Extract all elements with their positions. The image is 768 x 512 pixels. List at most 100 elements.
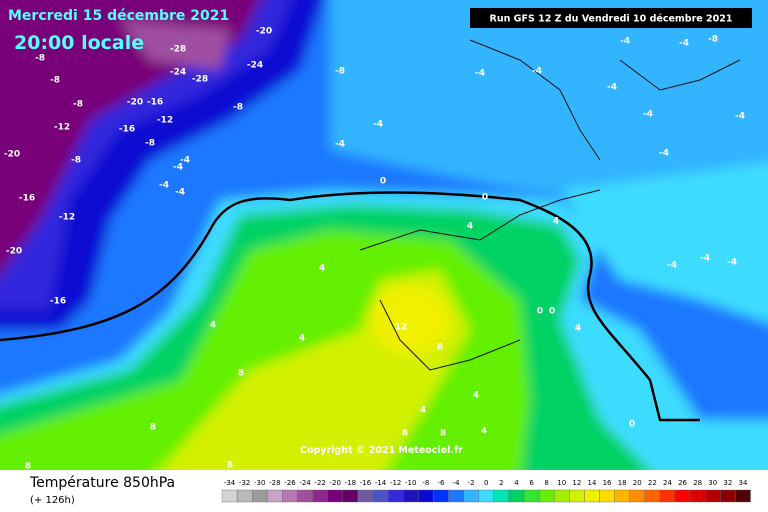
scale-swatch [584, 489, 600, 503]
scale-swatch [599, 489, 615, 503]
scale-swatch [735, 489, 751, 503]
contour-label: -8 [335, 67, 345, 77]
contour-label: -8 [71, 156, 81, 166]
lead-time: (+ 126h) [30, 495, 75, 506]
scale-label: 32 [723, 479, 732, 487]
scale-label: 28 [693, 479, 702, 487]
scale-label: 30 [708, 479, 717, 487]
contour-label: -20 [127, 98, 143, 108]
scale-label: -18 [345, 479, 356, 487]
scale-swatch [720, 489, 736, 503]
scale-label: 6 [529, 479, 534, 487]
scale-label: -8 [422, 479, 429, 487]
scale-swatch [251, 489, 268, 503]
scale-label: -34 [224, 479, 236, 487]
contour-label: -16 [119, 125, 135, 135]
scale-label: 16 [603, 479, 612, 487]
contour-label: -4 [679, 39, 689, 49]
copyright: Copyright © 2021 Meteociel.fr [300, 445, 463, 456]
scale-swatch [327, 489, 344, 503]
zero-isotherm [0, 191, 700, 422]
scale-label: -32 [239, 479, 250, 487]
contour-label: -8 [50, 76, 60, 86]
contour-label: 8 [402, 429, 408, 439]
scale-swatch [478, 489, 495, 503]
legend-title: Température 850hPa [29, 475, 175, 491]
scale-label: -16 [360, 479, 372, 487]
scale-label: -2 [468, 479, 475, 487]
coastline [359, 39, 741, 371]
scale-label: -22 [314, 479, 325, 487]
scale-swatch [387, 489, 404, 503]
scale-label: 8 [544, 479, 548, 487]
scale-swatch [523, 489, 540, 503]
contour-label: 0 [629, 420, 635, 430]
scale-label: -10 [405, 479, 416, 487]
contour-label: 4 [575, 324, 581, 334]
scale-label: -6 [437, 479, 445, 487]
contour-label: -12 [157, 116, 173, 126]
contour-label: 4 [467, 222, 473, 232]
contour-label: 4 [210, 321, 216, 331]
contour-label: -4 [620, 37, 630, 47]
contour-label: -20 [6, 247, 22, 257]
contour-label: 4 [553, 217, 559, 227]
contour-label: -4 [175, 188, 185, 198]
contour-label: 0 [482, 193, 488, 203]
contour-label: -16 [147, 98, 163, 108]
contour-label: 8 [238, 369, 244, 379]
contour-label: -4 [180, 156, 190, 166]
scale-label: -26 [284, 479, 296, 487]
contour-label: -28 [192, 75, 208, 85]
scale-swatch [236, 489, 253, 503]
scale-swatch [674, 489, 691, 503]
contour-label: 8 [437, 343, 443, 353]
scale-label: 20 [633, 479, 642, 487]
scale-label: -28 [269, 479, 280, 487]
scale-swatch [282, 489, 298, 503]
scale-swatch [705, 489, 721, 503]
scale-label: 34 [738, 479, 747, 487]
contour-label: 8 [150, 423, 156, 433]
scale-label: 26 [678, 479, 687, 487]
scale-swatch [538, 489, 555, 503]
valid-date: Mercredi 15 décembre 2021 [8, 8, 229, 24]
contour-label: -4 [335, 140, 345, 150]
contour-label: -8 [35, 54, 45, 64]
scale-swatch [689, 489, 706, 503]
contour-label: -4 [532, 67, 542, 77]
contour-label: -4 [475, 69, 485, 79]
contour-label: 12 [395, 323, 408, 333]
valid-time: 20:00 locale [14, 32, 144, 54]
contour-label: -20 [4, 150, 20, 160]
contour-label: 0 [549, 307, 555, 317]
contour-label: 4 [319, 264, 325, 274]
contour-label: -4 [173, 163, 183, 173]
contour-label: -16 [50, 297, 66, 307]
contour-label: -4 [659, 149, 669, 159]
scale-swatch [659, 489, 676, 503]
scale-label: 18 [618, 479, 627, 487]
scale-swatch [372, 489, 389, 503]
scale-label: -14 [375, 479, 387, 487]
scale-label: 14 [587, 479, 596, 487]
scale-label: 24 [663, 479, 672, 487]
contour-label: -4 [159, 181, 169, 191]
contour-label: -8 [145, 139, 155, 149]
contour-label: -4 [373, 120, 383, 130]
temperature-field [0, 0, 768, 480]
scale-swatch [357, 489, 374, 503]
scale-label: 12 [572, 479, 581, 487]
scale-swatch [493, 489, 510, 503]
contour-label: -28 [170, 45, 186, 55]
scale-label: -30 [254, 479, 265, 487]
scale-swatch [569, 489, 585, 503]
contour-label: 0 [537, 307, 543, 317]
contour-label: -12 [59, 213, 75, 223]
scale-swatch [554, 489, 570, 503]
scale-label: 4 [514, 479, 519, 487]
scale-label: 22 [648, 479, 657, 487]
contour-label: -4 [643, 110, 653, 120]
scale-label: 2 [499, 479, 503, 487]
